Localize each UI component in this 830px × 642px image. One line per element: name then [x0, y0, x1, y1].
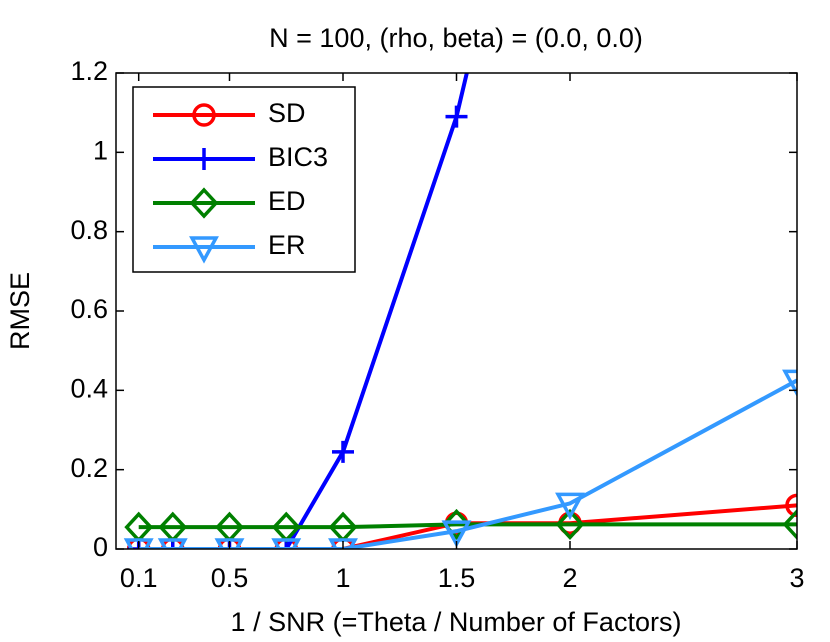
x-tick-label: 1 [335, 563, 350, 593]
marker [555, 508, 585, 540]
series-line [138, 522, 797, 530]
x-tick-label: 2 [562, 563, 577, 593]
marker [555, 492, 585, 521]
marker [189, 236, 219, 264]
x-tick-label: 0.5 [211, 563, 249, 593]
marker [189, 187, 219, 219]
x-axis-label: 1 / SNR (=Theta / Number of Factors) [231, 607, 682, 637]
y-tick-label: 0.8 [70, 215, 108, 245]
legend-box [132, 86, 356, 273]
marker [782, 508, 797, 540]
marker [785, 493, 797, 518]
y-tick-label: 0 [93, 532, 108, 562]
y-tick-label: 1.2 [70, 56, 108, 86]
marker [445, 105, 468, 128]
x-tick-label: 0.1 [120, 563, 158, 593]
series-line [138, 378, 797, 549]
x-tick-label: 1.5 [438, 563, 476, 593]
chart-title: N = 100, (rho, beta) = (0.0, 0.0) [269, 23, 643, 53]
marker [441, 520, 472, 548]
marker [442, 508, 471, 540]
legend-label: BIC3 [268, 142, 328, 172]
y-axis-label: RMSE [5, 272, 35, 350]
legend-label: ER [268, 230, 306, 260]
series-line [138, 73, 469, 549]
marker [328, 538, 358, 549]
legend-label: SD [268, 98, 306, 128]
y-tick-label: 1 [93, 135, 108, 165]
marker [271, 538, 302, 549]
marker [192, 103, 216, 127]
marker [782, 369, 797, 398]
marker [214, 538, 245, 549]
plot-area [123, 73, 797, 549]
marker [123, 538, 154, 549]
y-tick-label: 0.2 [70, 453, 108, 483]
y-tick-label: 0.6 [70, 294, 108, 324]
legend-label: ED [268, 186, 306, 216]
marker [157, 538, 188, 549]
marker [193, 148, 215, 170]
x-tick-label: 3 [789, 563, 804, 593]
y-tick-label: 0.4 [70, 373, 108, 403]
marker [332, 440, 354, 463]
